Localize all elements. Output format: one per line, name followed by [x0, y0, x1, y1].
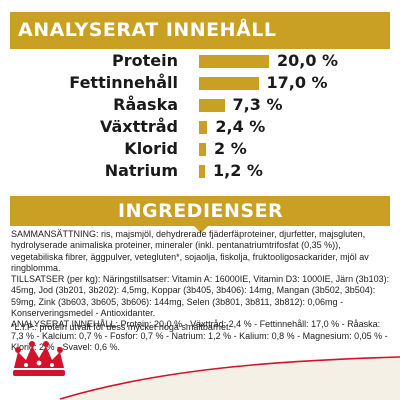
analysis-paragraph: ANALYSERAT INNEHÅLL: Protein: 20,0 % - V…: [11, 319, 388, 352]
nutrient-bar: [199, 99, 225, 112]
nutrient-row-ash: Råaska 7,3 %: [0, 94, 400, 116]
footnote: *L.I.P.: protein utvalt för dess mycket …: [11, 322, 231, 332]
analysis-title: ANALYSERAT INNEHÅLL: [18, 19, 277, 41]
composition-paragraph: SAMMANSÄTTNING: ris, majsmjöl, dehydrera…: [11, 229, 369, 273]
nutrient-label: Fettinnehåll: [69, 73, 178, 92]
nutrient-label: Protein: [112, 51, 178, 70]
nutrient-bar: [199, 165, 205, 178]
nutrient-row-protein: Protein 20,0 %: [0, 50, 400, 72]
nutrient-label: Klorid: [124, 139, 178, 158]
nutrient-value: 1,2 %: [213, 161, 263, 180]
additives-paragraph: TILLSATSER (per kg): Näringstillsatser: …: [11, 274, 390, 319]
nutrient-bar: [199, 55, 269, 68]
nutrient-value: 2 %: [214, 139, 247, 158]
nutrient-bar: [199, 77, 259, 90]
nutrient-label: Växttråd: [99, 117, 178, 136]
nutrient-row-fibre: Växttråd 2,4 %: [0, 116, 400, 138]
ingredients-title-banner: INGREDIENSER: [10, 196, 390, 226]
nutrient-bar: [199, 121, 208, 134]
nutrient-value: 20,0 %: [277, 51, 339, 70]
nutrient-row-sodium: Natrium 1,2 %: [0, 160, 400, 182]
nutrient-value: 17,0 %: [266, 73, 328, 92]
nutrient-label: Natrium: [104, 161, 178, 180]
nutrient-value: 7,3 %: [232, 95, 283, 114]
analysis-title-banner: ANALYSERAT INNEHÅLL: [10, 12, 390, 49]
nutrient-value: 2,4 %: [215, 117, 266, 136]
nutrient-bar: [199, 143, 206, 156]
ingredients-text: SAMMANSÄTTNING: ris, majsmjöl, dehydrera…: [11, 229, 391, 353]
nutrient-label: Råaska: [113, 95, 178, 114]
nutrient-row-fat: Fettinnehåll 17,0 %: [0, 72, 400, 94]
nutrient-row-chloride: Klorid 2 %: [0, 138, 400, 160]
royal-crown-logo: [13, 341, 65, 376]
ingredients-title: INGREDIENSER: [118, 200, 284, 222]
banner-pointer: [194, 226, 208, 233]
